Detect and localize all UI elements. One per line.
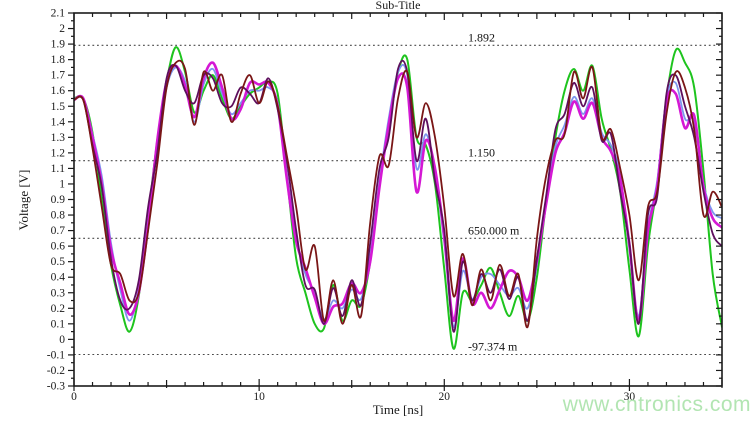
svg-text:1.3: 1.3 [51, 132, 66, 144]
svg-text:1.5: 1.5 [51, 101, 66, 113]
svg-text:1: 1 [59, 178, 65, 190]
svg-text:0.5: 0.5 [51, 256, 66, 268]
svg-text:0.6: 0.6 [51, 241, 66, 253]
svg-text:0.4: 0.4 [51, 272, 66, 284]
svg-text:0.8: 0.8 [51, 210, 66, 222]
svg-text:0.2: 0.2 [51, 303, 66, 315]
svg-text:1.4: 1.4 [51, 116, 66, 128]
watermark-text: www.cntronics.com [562, 393, 751, 416]
chart-title: Sub-Title [375, 0, 421, 12]
svg-text:20: 20 [439, 391, 451, 403]
svg-text:1.892: 1.892 [468, 30, 495, 44]
trace-darkred [74, 59, 722, 328]
trace-green [74, 46, 722, 350]
trace-magenta [74, 61, 722, 326]
svg-text:-0.2: -0.2 [47, 365, 65, 377]
x-axis-label: Time [ns] [372, 402, 424, 417]
svg-text:0.3: 0.3 [51, 287, 66, 299]
svg-text:0.7: 0.7 [51, 225, 66, 237]
svg-text:0.9: 0.9 [51, 194, 66, 206]
svg-text:1.1: 1.1 [51, 163, 66, 175]
svg-text:0: 0 [71, 391, 77, 403]
svg-text:1.9: 1.9 [51, 39, 66, 51]
svg-text:-0.1: -0.1 [47, 349, 65, 361]
svg-text:30: 30 [624, 391, 636, 403]
svg-text:2: 2 [59, 23, 65, 35]
svg-text:-97.374 m: -97.374 m [468, 340, 518, 354]
svg-text:1.6: 1.6 [51, 85, 66, 97]
svg-text:650.000 m: 650.000 m [468, 223, 520, 237]
svg-text:1.7: 1.7 [51, 70, 66, 82]
svg-text:1.150: 1.150 [468, 146, 495, 160]
y-axis-label: Voltage [V] [16, 169, 31, 231]
svg-text:1.2: 1.2 [51, 147, 66, 159]
trace-lightblue [74, 63, 722, 328]
svg-text:10: 10 [253, 391, 265, 403]
waveform-traces [74, 46, 722, 350]
plot-axes: -0.3 -0.2 -0.1 0 0.1 0.2 0.3 0.4 0.5 0.6 0.7 0.8 0.9… [47, 8, 723, 403]
svg-text:0.1: 0.1 [51, 318, 66, 330]
svg-text:0: 0 [59, 334, 65, 346]
svg-text:1.8: 1.8 [51, 54, 66, 66]
svg-text:-0.3: -0.3 [47, 381, 65, 393]
trace-purple [74, 59, 722, 333]
svg-text:2.1: 2.1 [51, 8, 66, 20]
